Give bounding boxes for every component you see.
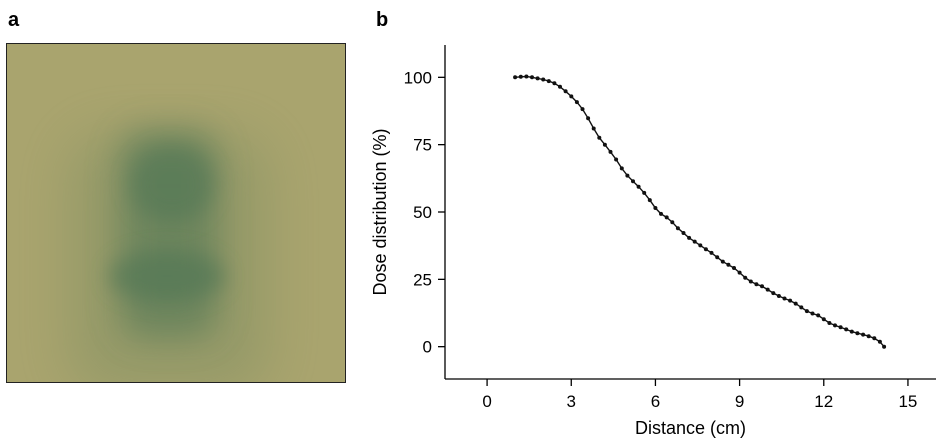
x-tick-label: 0	[482, 392, 491, 411]
dose-point	[810, 311, 815, 316]
dose-point	[524, 74, 529, 79]
dose-point	[732, 266, 736, 270]
dose-point	[754, 282, 759, 287]
dose-point	[546, 79, 551, 84]
dose-point	[771, 291, 776, 296]
dose-point	[844, 327, 849, 332]
dose-point	[838, 325, 843, 330]
radiochromic-film-image	[6, 43, 346, 383]
dose-point	[636, 184, 641, 189]
x-tick-label: 6	[651, 392, 660, 411]
dose-fit-line	[515, 75, 885, 348]
x-ticks: 0 3 6 9 12 15	[482, 379, 917, 411]
dose-point	[602, 142, 607, 147]
dose-point	[703, 247, 708, 252]
dose-point	[625, 173, 630, 178]
dose-point	[653, 206, 658, 210]
dose-point	[608, 149, 613, 154]
dose-point	[563, 89, 568, 94]
dose-point	[687, 235, 692, 240]
dose-point	[619, 166, 624, 171]
dose-point	[558, 84, 562, 89]
dose-point	[877, 339, 882, 344]
dose-point	[804, 309, 809, 314]
dose-point	[760, 284, 764, 289]
dose-point	[849, 329, 854, 334]
dose-point	[793, 301, 798, 306]
dose-point	[681, 231, 686, 235]
y-ticks: 0 25 50 75 100	[404, 68, 445, 357]
dose-point	[720, 259, 725, 264]
y-axis-title: Dose distribution (%)	[370, 128, 390, 295]
dose-point	[586, 116, 591, 121]
dose-point	[692, 239, 697, 244]
x-tick-label: 9	[735, 392, 744, 411]
dose-point	[659, 211, 663, 216]
dose-point	[574, 100, 579, 105]
x-tick-label: 3	[567, 392, 576, 411]
dose-point	[866, 334, 871, 339]
y-tick-label: 25	[413, 270, 432, 289]
dose-point	[642, 190, 647, 195]
dose-point	[698, 243, 703, 248]
dose-point	[743, 275, 748, 280]
dose-point	[647, 198, 652, 203]
dose-point	[569, 94, 574, 99]
panel-label-a: a	[8, 9, 20, 31]
dose-point	[535, 76, 540, 81]
dose-point	[872, 336, 877, 341]
dose-chart: 0 3 6 9 12 15 0 25 50 75 100 Distance (cm) Dose d…	[370, 45, 936, 438]
dose-point	[631, 179, 635, 184]
dose-point	[827, 321, 832, 325]
dose-point	[821, 317, 826, 322]
chart-axes	[444, 45, 936, 380]
dose-point	[580, 107, 585, 112]
x-tick-label: 15	[898, 392, 917, 411]
film-dose-pattern	[7, 44, 345, 382]
dose-point	[597, 135, 602, 140]
dose-point	[765, 287, 770, 292]
dose-point	[664, 215, 669, 220]
x-axis-title: Distance (cm)	[635, 418, 746, 438]
dose-point	[816, 313, 821, 318]
dose-point	[882, 344, 887, 349]
dose-point	[776, 294, 781, 298]
dose-point	[737, 270, 742, 275]
y-tick-label: 100	[404, 68, 432, 87]
dose-point	[855, 331, 860, 336]
dose-point	[782, 296, 787, 301]
dose-point	[748, 279, 753, 284]
dose-point	[833, 323, 837, 328]
dose-point	[513, 75, 518, 80]
dose-point	[788, 298, 793, 303]
dose-upper-spot	[130, 146, 214, 222]
x-tick-label: 12	[814, 392, 833, 411]
dose-point	[541, 77, 546, 82]
dose-point	[591, 126, 596, 131]
dose-point	[675, 226, 680, 231]
y-tick-label: 75	[413, 136, 432, 155]
dose-point	[799, 305, 804, 310]
dose-points	[513, 74, 887, 349]
y-tick-label: 50	[413, 203, 432, 222]
dose-point	[709, 250, 714, 255]
dose-lower-band	[109, 250, 225, 302]
dose-point	[670, 220, 675, 225]
dose-point	[518, 74, 523, 79]
dose-point	[552, 81, 557, 86]
dose-point	[530, 75, 534, 80]
panel-label-b: b	[376, 9, 389, 31]
dose-point	[614, 157, 619, 162]
dose-point	[715, 255, 720, 260]
dose-point	[861, 332, 866, 337]
y-tick-label: 0	[423, 338, 432, 357]
dose-point	[726, 262, 731, 267]
